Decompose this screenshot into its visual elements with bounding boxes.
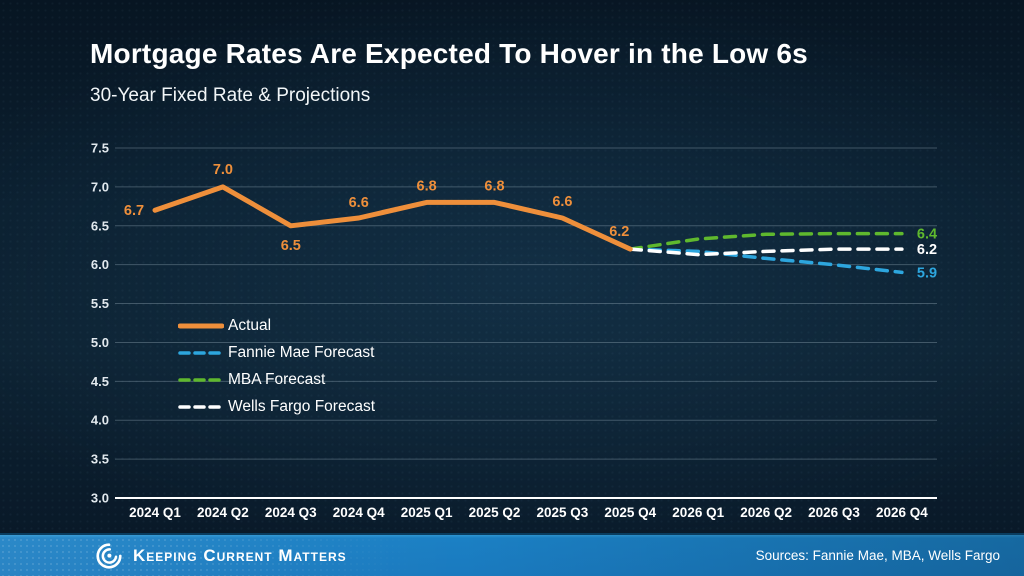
svg-text:5.0: 5.0 — [91, 335, 109, 350]
sources-text: Sources: Fannie Mae, MBA, Wells Fargo — [755, 548, 1000, 563]
svg-text:6.8: 6.8 — [417, 178, 437, 194]
svg-text:2025 Q4: 2025 Q4 — [604, 505, 656, 520]
svg-text:2026 Q3: 2026 Q3 — [808, 505, 860, 520]
legend-item: Wells Fargo Forecast — [178, 393, 375, 420]
legend-swatch-line-icon — [178, 323, 224, 328]
svg-text:3.0: 3.0 — [91, 491, 109, 506]
legend-label: MBA Forecast — [228, 370, 326, 388]
svg-text:2026 Q1: 2026 Q1 — [672, 505, 724, 520]
svg-text:2026 Q4: 2026 Q4 — [876, 505, 928, 520]
svg-text:3.5: 3.5 — [91, 452, 109, 467]
legend: Actual Fannie Mae Forecast MBA Forecast Wel… — [178, 312, 375, 420]
svg-text:6.7: 6.7 — [124, 203, 144, 219]
svg-text:4.5: 4.5 — [91, 374, 109, 389]
legend-swatch-line-icon — [178, 350, 224, 355]
svg-text:2024 Q3: 2024 Q3 — [265, 505, 317, 520]
legend-label: Fannie Mae Forecast — [228, 343, 375, 361]
svg-text:6.2: 6.2 — [917, 242, 937, 258]
svg-text:6.2: 6.2 — [609, 224, 629, 240]
page-title: Mortgage Rates Are Expected To Hover in … — [90, 38, 808, 69]
chart-subtitle: 30-Year Fixed Rate & Projections — [90, 85, 371, 106]
rates-line-chart: 7.5 7.0 6.5 6.0 5.5 5.0 4.5 4.0 3.5 3.0 2024 Q1 202… — [91, 141, 937, 521]
svg-text:7.5: 7.5 — [91, 141, 109, 156]
svg-text:2026 Q2: 2026 Q2 — [740, 505, 792, 520]
brand: Keeping Current Matters — [95, 542, 347, 570]
svg-text:6.0: 6.0 — [91, 257, 109, 272]
legend-swatch-line-icon — [178, 404, 224, 409]
svg-text:4.0: 4.0 — [91, 413, 109, 428]
footer-bar: Keeping Current Matters Sources: Fannie … — [0, 533, 1024, 576]
brand-name: Keeping Current Matters — [133, 545, 347, 565]
kcm-swirl-logo-icon — [96, 542, 122, 569]
svg-text:6.5: 6.5 — [281, 238, 301, 254]
svg-text:7.0: 7.0 — [213, 162, 233, 178]
svg-text:2025 Q3: 2025 Q3 — [537, 505, 589, 520]
legend-item: Actual — [178, 312, 375, 339]
legend-swatch-line-icon — [178, 377, 224, 382]
svg-text:6.5: 6.5 — [91, 218, 109, 233]
svg-text:6.6: 6.6 — [552, 194, 572, 210]
svg-text:6.4: 6.4 — [917, 227, 937, 243]
svg-text:2025 Q1: 2025 Q1 — [401, 505, 453, 520]
legend-item: Fannie Mae Forecast — [178, 339, 375, 366]
legend-label: Actual — [228, 316, 272, 334]
svg-text:2024 Q4: 2024 Q4 — [333, 505, 385, 520]
svg-text:2025 Q2: 2025 Q2 — [469, 505, 521, 520]
svg-text:2024 Q2: 2024 Q2 — [197, 505, 249, 520]
svg-text:5.9: 5.9 — [917, 265, 937, 281]
legend-item: MBA Forecast — [178, 366, 375, 393]
legend-label: Wells Fargo Forecast — [228, 397, 376, 415]
svg-text:6.6: 6.6 — [349, 195, 369, 211]
svg-text:6.8: 6.8 — [484, 178, 504, 194]
svg-text:5.5: 5.5 — [91, 296, 109, 311]
svg-text:7.0: 7.0 — [91, 179, 109, 194]
svg-text:2024 Q1: 2024 Q1 — [129, 505, 181, 520]
